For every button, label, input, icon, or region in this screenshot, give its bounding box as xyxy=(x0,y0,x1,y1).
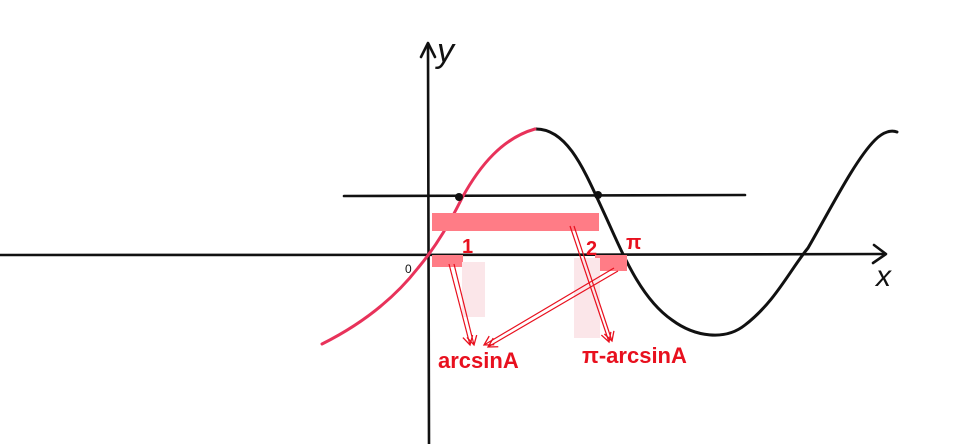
faint-box-left xyxy=(462,262,485,317)
arrow-top-to-pi-minus-arcsin xyxy=(569,225,612,344)
arrow-top-to-pi-minus-arcsin-b xyxy=(573,225,615,343)
highlight-box-left xyxy=(432,255,463,267)
root-label-2: 2 xyxy=(586,238,597,260)
sine-curve xyxy=(533,127,899,337)
root-label-1: 1 xyxy=(462,236,473,258)
y-axis xyxy=(426,43,431,444)
arrow-root1-to-arcsin xyxy=(448,263,474,347)
x-axis-label: x xyxy=(874,260,892,293)
highlight-box-top xyxy=(432,213,599,231)
y-axis-arrowhead xyxy=(419,41,437,59)
faint-box-right xyxy=(574,258,600,338)
pi-label: π xyxy=(626,232,641,254)
line-y-equals-a xyxy=(342,193,747,198)
annotation-arrows xyxy=(448,225,619,348)
arcsin-label: arcsinA xyxy=(438,348,519,373)
arrow-pi-to-arcsin-b xyxy=(486,270,619,348)
intersection-point-2 xyxy=(594,191,602,199)
origin-label: 0 xyxy=(405,262,412,276)
x-axis-arrowhead xyxy=(871,243,888,265)
x-axis xyxy=(0,252,887,257)
pi-minus-arcsin-label: π-arcsinA xyxy=(582,343,687,368)
highlight-box-right xyxy=(595,255,627,271)
y-axis-label: y xyxy=(435,32,456,70)
intersection-point-1 xyxy=(455,193,463,201)
sine-curve-highlighted xyxy=(320,127,537,346)
arrow-root1-to-arcsin-b xyxy=(453,263,478,347)
